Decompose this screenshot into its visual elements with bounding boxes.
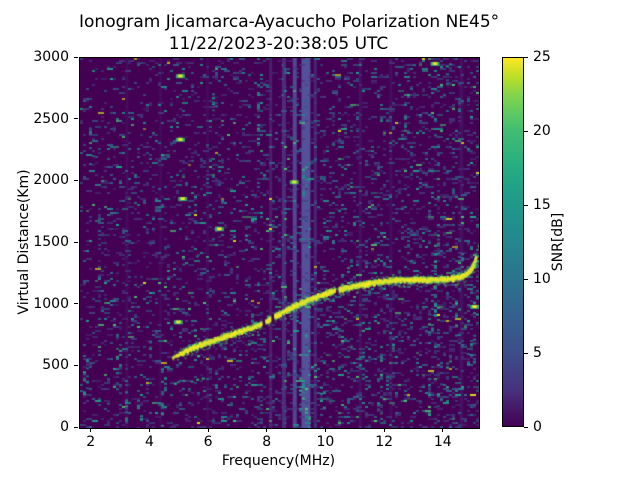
y-tick-mark	[74, 56, 78, 58]
y-tick-label: 1500	[33, 234, 69, 250]
colorbar-tick-label: 15	[533, 197, 551, 213]
colorbar-tick-label: 0	[533, 419, 542, 435]
x-tick-label: 6	[203, 434, 213, 450]
y-tick-mark	[74, 303, 78, 305]
colorbar-tick-mark	[524, 426, 528, 428]
x-tick-mark	[324, 428, 326, 432]
colorbar-tick-label: 25	[533, 49, 551, 65]
y-tick-mark	[74, 118, 78, 120]
colorbar-ticks: 0 5 10 15 20 25	[524, 49, 574, 435]
x-tick-mark	[207, 428, 209, 432]
y-tick-mark	[74, 179, 78, 181]
x-tick-label: 14	[433, 434, 452, 450]
y-tick-label: 1000	[33, 295, 69, 312]
colorbar-tick-mark	[524, 56, 528, 58]
y-tick-label: 2000	[33, 172, 69, 189]
x-tick-label: 10	[316, 434, 335, 450]
colorbar	[502, 57, 524, 427]
x-tick-mark	[90, 428, 92, 432]
x-tick-mark	[383, 428, 385, 432]
colorbar-tick-label: 10	[533, 271, 551, 287]
chart-subtitle: 11/22/2023-20:38:05 UTC	[168, 34, 389, 54]
y-tick-label: 2500	[33, 110, 69, 127]
colorbar-tick-mark	[524, 352, 528, 354]
y-tick-mark	[74, 364, 78, 366]
y-tick-mark	[74, 241, 78, 243]
y-axis-ticks: 0 500 1000 1500 2000 2500 3000	[0, 49, 78, 435]
colorbar-tick-label: 5	[533, 345, 542, 361]
plot-area	[79, 57, 480, 429]
x-axis-label: Frequency(MHz)	[221, 453, 336, 469]
y-tick-label: 0	[60, 419, 69, 435]
colorbar-label: SNR[dB]	[550, 212, 566, 272]
x-tick-mark	[148, 428, 150, 432]
colorbar-gradient	[503, 58, 523, 426]
x-tick-mark	[442, 428, 444, 432]
colorbar-tick-mark	[524, 130, 528, 132]
x-tick-label: 4	[144, 434, 154, 450]
y-tick-label: 3000	[33, 49, 69, 65]
y-tick-mark	[74, 426, 78, 428]
chart-title-block: Ionogram Jicamarca-Ayacucho Polarization…	[79, 11, 500, 55]
ionogram-heatmap-canvas	[80, 58, 479, 428]
x-tick-label: 12	[375, 434, 394, 450]
x-tick-label: 8	[262, 434, 272, 450]
x-axis-ticks: 2 4 6 8 10 12 14	[79, 428, 478, 454]
colorbar-tick-mark	[524, 204, 528, 206]
x-tick-mark	[266, 428, 268, 432]
colorbar-tick-mark	[524, 278, 528, 280]
chart-title: Ionogram Jicamarca-Ayacucho Polarization…	[79, 12, 500, 32]
x-tick-label: 2	[86, 434, 96, 450]
y-tick-label: 500	[42, 357, 69, 374]
colorbar-tick-label: 20	[533, 123, 551, 139]
